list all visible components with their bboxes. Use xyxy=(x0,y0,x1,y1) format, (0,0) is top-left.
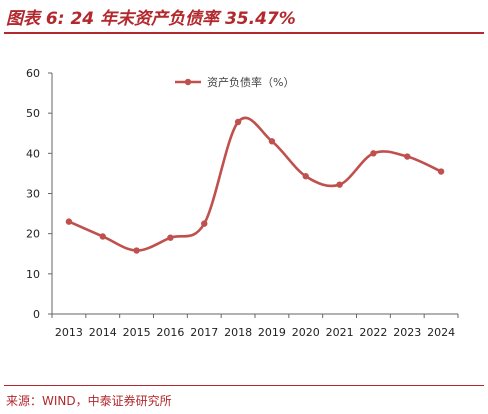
data-point xyxy=(234,118,242,126)
y-tick-label: 60 xyxy=(26,67,40,80)
chart-series xyxy=(65,116,445,254)
y-tick-label: 30 xyxy=(26,188,40,201)
data-point xyxy=(370,150,377,157)
data-point xyxy=(336,181,343,188)
data-point xyxy=(201,220,208,227)
data-point xyxy=(268,138,276,145)
legend-label: 资产负债率（%） xyxy=(207,75,294,89)
y-tick-label: 50 xyxy=(26,107,40,120)
y-tick-label: 40 xyxy=(26,147,40,160)
x-tick-label: 2015 xyxy=(123,326,151,339)
chart-title: 图表 6: 24 年末资产负债率 35.47% xyxy=(6,9,296,29)
y-tick-label: 0 xyxy=(33,308,40,321)
x-tick-label: 2018 xyxy=(224,326,252,339)
x-tick-label: 2013 xyxy=(55,326,83,339)
data-point xyxy=(65,218,73,225)
footer-divider xyxy=(4,385,484,386)
x-tick-label: 2014 xyxy=(89,326,117,339)
x-tick-label: 2024 xyxy=(427,326,455,339)
line-chart: 0 10 20 30 40 50 60 2013 2014 2015 2016 2017 2018 201… xyxy=(26,67,459,339)
legend-marker xyxy=(184,78,192,86)
chart-axes: 0 10 20 30 40 50 60 2013 2014 2015 2016 2017 2018 201… xyxy=(26,67,459,339)
data-point xyxy=(167,234,174,241)
source-note: 来源：WIND，中泰证券研究所 xyxy=(6,394,172,408)
data-point xyxy=(437,168,445,175)
x-tick-label: 2020 xyxy=(292,326,320,339)
x-tick-label: 2016 xyxy=(156,326,184,339)
chart-legend: 资产负债率（%） xyxy=(175,75,294,89)
data-point xyxy=(99,233,106,240)
title-divider xyxy=(4,32,484,34)
y-tick-label: 20 xyxy=(26,228,40,241)
x-tick-label: 2019 xyxy=(258,326,286,339)
series-line xyxy=(68,116,442,252)
x-tick-label: 2022 xyxy=(359,326,387,339)
data-point xyxy=(404,153,411,160)
data-point xyxy=(133,247,140,254)
x-tick-label: 2017 xyxy=(190,326,218,339)
data-point xyxy=(302,173,309,180)
x-tick-label: 2021 xyxy=(326,326,354,339)
x-tick-label: 2023 xyxy=(393,326,421,339)
y-tick-label: 10 xyxy=(26,268,40,281)
